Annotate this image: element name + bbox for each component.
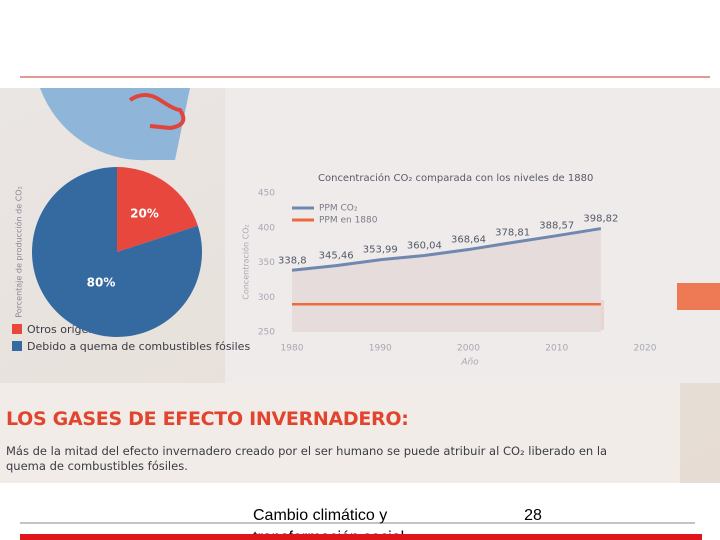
legend-swatch — [12, 341, 22, 351]
pie-label: 20% — [130, 207, 159, 221]
data-label: 388,57 — [539, 221, 574, 232]
legend-label: Debido a quema de combustibles fósiles — [27, 340, 250, 353]
page-number: 28 — [524, 507, 542, 524]
body-text: Más de la mitad del efecto invernadero c… — [6, 444, 608, 473]
photo-panel — [225, 88, 720, 383]
x-tick-label: 1990 — [369, 344, 392, 354]
side-block — [677, 283, 720, 310]
data-label: 338,8 — [278, 255, 307, 266]
pie-label: 80% — [87, 276, 116, 290]
chart-title: Concentración CO₂ comparada con los nive… — [318, 172, 593, 184]
data-label: 378,81 — [495, 227, 530, 238]
x-tick-label: 1980 — [281, 344, 304, 354]
series-line — [291, 227, 602, 272]
x-tick-label: 2010 — [545, 344, 568, 354]
y-tick-label: 400 — [258, 223, 275, 233]
y-axis-label: Porcentaje de producción de CO₂ — [14, 186, 24, 318]
x-tick-label: 2020 — [634, 344, 657, 354]
text-panel — [0, 383, 680, 483]
legend-swatch — [12, 324, 22, 334]
y-tick-label: 250 — [258, 328, 275, 338]
globe — [40, 88, 190, 161]
data-label: 360,04 — [407, 241, 442, 252]
pie-slice — [31, 167, 202, 337]
footer-text: Cambio climático y transformación social — [253, 507, 405, 540]
heat-arrow — [128, 93, 186, 131]
data-label: 398,82 — [583, 214, 618, 225]
y-axis-label: Concentración CO₂ — [241, 224, 251, 300]
x-tick-label: 2000 — [457, 344, 480, 354]
data-label: 345,46 — [319, 251, 354, 262]
pie-slice — [117, 167, 198, 252]
y-tick-label: 350 — [258, 258, 275, 268]
legend-label: PPM CO₂ — [319, 204, 358, 214]
y-tick-label: 450 — [258, 189, 275, 199]
x-axis-label: Año — [460, 358, 479, 368]
data-label: 368,64 — [451, 235, 486, 246]
data-label: 353,99 — [363, 245, 398, 256]
area — [292, 228, 601, 332]
heading: LOS GASES DE EFECTO INVERNADERO: — [6, 408, 409, 430]
legend-label: PPM en 1880 — [319, 216, 378, 226]
y-tick-label: 300 — [258, 293, 275, 303]
